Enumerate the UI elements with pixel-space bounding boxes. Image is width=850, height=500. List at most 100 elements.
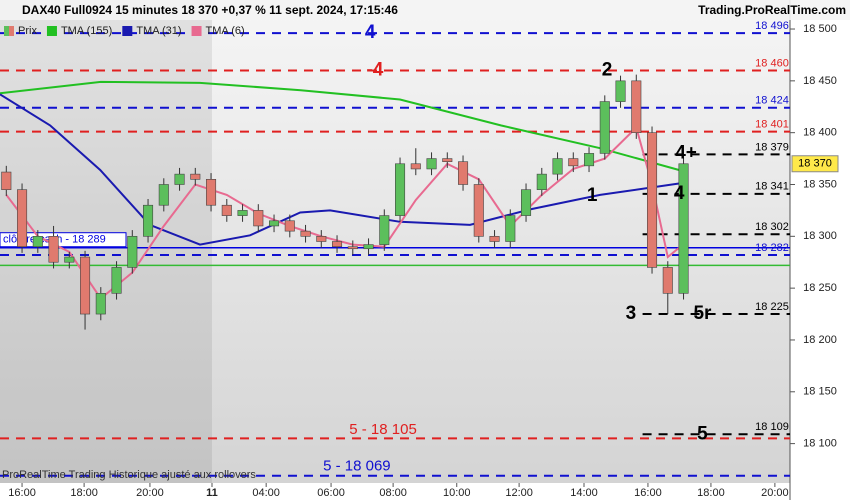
last-price-box — [791, 155, 839, 173]
candle-body — [410, 163, 421, 170]
candle-body — [95, 293, 106, 315]
candle-body — [489, 236, 500, 242]
candle-body — [48, 236, 59, 263]
candle-body — [473, 184, 484, 237]
y-tick-label: 18 100 — [803, 438, 837, 450]
candle-body — [552, 158, 563, 175]
x-tick-label: 16:00 — [634, 487, 662, 499]
level-label: 18 302 — [755, 221, 789, 233]
annotation: 5 - 18 069 — [323, 457, 391, 474]
chart-title: DAX40 Full0924 15 minutes 18 370 +0,37 %… — [22, 3, 398, 17]
footer: ProRealTime Trading Historique ajusté au… — [2, 469, 256, 481]
candle-body — [332, 241, 343, 247]
level-label: 18 460 — [755, 57, 789, 69]
candle-body — [174, 173, 185, 185]
candle-body — [363, 244, 374, 250]
x-tick-label: 14:00 — [570, 487, 598, 499]
candle-body — [316, 236, 327, 242]
candle-body — [631, 80, 642, 133]
legend-label: Prix — [18, 25, 37, 37]
candle-body — [347, 246, 358, 250]
x-tick-label: 04:00 — [252, 487, 280, 499]
candle-body — [442, 158, 453, 162]
candle-body — [221, 204, 232, 216]
x-tick-label: 18:00 — [697, 487, 725, 499]
y-tick-label: 18 200 — [803, 334, 837, 346]
y-tick-label: 18 500 — [803, 23, 837, 35]
x-tick-label: 12:00 — [505, 487, 533, 499]
y-tick-label: 18 250 — [803, 282, 837, 294]
level-label: 18 379 — [755, 141, 789, 153]
y-tick-label: 18 300 — [803, 230, 837, 242]
annotation: 4 — [674, 183, 685, 204]
candle-body — [32, 236, 43, 247]
axis-background — [790, 0, 850, 500]
annotation: 2 — [602, 59, 613, 80]
candle-body — [662, 267, 673, 294]
legend-swatch — [122, 26, 133, 36]
header-band — [0, 0, 850, 20]
last-price-label: 18 370 — [798, 158, 832, 170]
candle-body — [158, 184, 169, 206]
candle-body — [284, 220, 295, 232]
x-tick-label: 16:00 — [8, 487, 36, 499]
legend-swatch — [191, 26, 202, 36]
candle-body — [599, 101, 610, 154]
candle-body — [458, 161, 469, 185]
x-tick-label: 20:00 — [761, 487, 789, 499]
x-tick-label: 08:00 — [379, 487, 407, 499]
level-label: 18 401 — [755, 119, 789, 131]
candle-body — [300, 230, 311, 237]
level-label: 18 496 — [755, 20, 789, 32]
level-label: 18 341 — [755, 181, 789, 193]
candle-body — [253, 210, 264, 227]
candle-body — [80, 256, 91, 315]
candle-body — [379, 215, 390, 245]
candle-body — [64, 256, 75, 263]
candle-body — [615, 80, 626, 102]
level-label: 18 109 — [755, 421, 789, 433]
level-label-box — [0, 232, 127, 248]
level-label: 18 225 — [755, 301, 789, 313]
annotation: 1 — [587, 185, 598, 206]
candle-body — [395, 163, 406, 216]
candle-body — [521, 189, 532, 216]
x-tick-label: 20:00 — [136, 487, 164, 499]
y-tick-label: 18 450 — [803, 75, 837, 87]
annotation: -4 — [366, 59, 383, 80]
legend-swatch — [9, 26, 14, 36]
candle-body — [678, 163, 689, 294]
candle-body — [536, 173, 547, 190]
x-tick-label: 18:00 — [70, 487, 98, 499]
candle-body — [584, 153, 595, 167]
candle-body — [1, 171, 12, 190]
annotation: 5 - 18 105 — [349, 421, 417, 438]
annotation: 5 — [697, 423, 708, 444]
legend-swatch — [4, 26, 9, 36]
candle-body — [568, 158, 579, 167]
candle-body — [127, 236, 138, 268]
moving-average — [0, 80, 687, 174]
annotation: 4 — [365, 22, 376, 43]
annotation: 5r — [693, 303, 712, 324]
legend-label: TMA (6) — [206, 25, 245, 37]
level-label: 18 282 — [755, 242, 789, 254]
candle-body — [143, 204, 154, 237]
y-tick-label: 18 350 — [803, 178, 837, 190]
y-tick-label: 18 400 — [803, 127, 837, 139]
source: Trading.ProRealTime.com — [698, 3, 846, 17]
candle-body — [111, 267, 122, 294]
candle-body — [17, 189, 28, 247]
candle-body — [647, 132, 658, 268]
candle-body — [190, 173, 201, 180]
candle-body — [237, 210, 248, 216]
annotation: 4+ — [675, 142, 697, 163]
x-tick-label: 10:00 — [443, 487, 471, 499]
x-tick-label: 06:00 — [317, 487, 345, 499]
level-label: 18 424 — [755, 95, 789, 107]
x-tick-label: 11 — [206, 487, 218, 499]
annotation: 3 — [626, 303, 637, 324]
y-tick-label: 18 150 — [803, 386, 837, 398]
candle-body — [505, 215, 516, 242]
